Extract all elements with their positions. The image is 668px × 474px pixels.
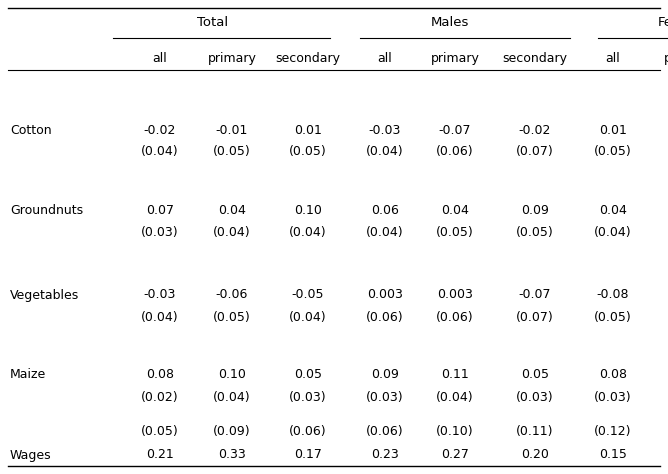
Text: -0.02: -0.02 bbox=[144, 124, 176, 137]
Text: 0.07: 0.07 bbox=[146, 203, 174, 217]
Text: (0.05): (0.05) bbox=[289, 146, 327, 158]
Text: (0.05): (0.05) bbox=[594, 310, 632, 323]
Text: 0.09: 0.09 bbox=[371, 368, 399, 382]
Text: (0.05): (0.05) bbox=[516, 226, 554, 238]
Text: secondary: secondary bbox=[502, 52, 568, 64]
Text: all: all bbox=[606, 52, 621, 64]
Text: (0.03): (0.03) bbox=[516, 391, 554, 403]
Text: -0.03: -0.03 bbox=[369, 124, 401, 137]
Text: (0.04): (0.04) bbox=[141, 146, 179, 158]
Text: (0.11): (0.11) bbox=[516, 426, 554, 438]
Text: 0.23: 0.23 bbox=[371, 448, 399, 462]
Text: (0.07): (0.07) bbox=[516, 146, 554, 158]
Text: Groundnuts: Groundnuts bbox=[10, 203, 83, 217]
Text: -0.03: -0.03 bbox=[144, 289, 176, 301]
Text: (0.04): (0.04) bbox=[289, 226, 327, 238]
Text: 0.04: 0.04 bbox=[599, 203, 627, 217]
Text: 0.08: 0.08 bbox=[599, 368, 627, 382]
Text: all: all bbox=[152, 52, 168, 64]
Text: Males: Males bbox=[431, 16, 469, 28]
Text: (0.04): (0.04) bbox=[213, 226, 250, 238]
Text: Females: Females bbox=[657, 16, 668, 28]
Text: (0.05): (0.05) bbox=[594, 146, 632, 158]
Text: Cotton: Cotton bbox=[10, 124, 51, 137]
Text: -0.07: -0.07 bbox=[439, 124, 471, 137]
Text: (0.04): (0.04) bbox=[213, 391, 250, 403]
Text: 0.17: 0.17 bbox=[294, 448, 322, 462]
Text: (0.02): (0.02) bbox=[141, 391, 179, 403]
Text: (0.03): (0.03) bbox=[366, 391, 404, 403]
Text: Vegetables: Vegetables bbox=[10, 289, 79, 301]
Text: primary: primary bbox=[663, 52, 668, 64]
Text: primary: primary bbox=[208, 52, 257, 64]
Text: (0.04): (0.04) bbox=[366, 146, 404, 158]
Text: 0.04: 0.04 bbox=[441, 203, 469, 217]
Text: -0.02: -0.02 bbox=[519, 124, 551, 137]
Text: (0.12): (0.12) bbox=[595, 426, 632, 438]
Text: (0.04): (0.04) bbox=[595, 226, 632, 238]
Text: (0.06): (0.06) bbox=[289, 426, 327, 438]
Text: (0.10): (0.10) bbox=[436, 426, 474, 438]
Text: (0.05): (0.05) bbox=[436, 226, 474, 238]
Text: -0.07: -0.07 bbox=[519, 289, 551, 301]
Text: 0.003: 0.003 bbox=[367, 289, 403, 301]
Text: 0.04: 0.04 bbox=[218, 203, 246, 217]
Text: 0.08: 0.08 bbox=[146, 368, 174, 382]
Text: 0.10: 0.10 bbox=[218, 368, 246, 382]
Text: (0.06): (0.06) bbox=[366, 310, 404, 323]
Text: -0.08: -0.08 bbox=[597, 289, 629, 301]
Text: Maize: Maize bbox=[10, 368, 46, 382]
Text: (0.03): (0.03) bbox=[289, 391, 327, 403]
Text: (0.06): (0.06) bbox=[436, 310, 474, 323]
Text: (0.04): (0.04) bbox=[289, 310, 327, 323]
Text: (0.05): (0.05) bbox=[141, 426, 179, 438]
Text: 0.06: 0.06 bbox=[371, 203, 399, 217]
Text: all: all bbox=[377, 52, 392, 64]
Text: 0.01: 0.01 bbox=[599, 124, 627, 137]
Text: (0.06): (0.06) bbox=[436, 146, 474, 158]
Text: 0.11: 0.11 bbox=[441, 368, 469, 382]
Text: 0.20: 0.20 bbox=[521, 448, 549, 462]
Text: 0.05: 0.05 bbox=[294, 368, 322, 382]
Text: (0.04): (0.04) bbox=[141, 310, 179, 323]
Text: 0.33: 0.33 bbox=[218, 448, 246, 462]
Text: (0.04): (0.04) bbox=[436, 391, 474, 403]
Text: (0.06): (0.06) bbox=[366, 426, 404, 438]
Text: 0.10: 0.10 bbox=[294, 203, 322, 217]
Text: secondary: secondary bbox=[275, 52, 341, 64]
Text: 0.15: 0.15 bbox=[599, 448, 627, 462]
Text: primary: primary bbox=[431, 52, 480, 64]
Text: (0.09): (0.09) bbox=[213, 426, 250, 438]
Text: (0.05): (0.05) bbox=[213, 310, 251, 323]
Text: 0.01: 0.01 bbox=[294, 124, 322, 137]
Text: 0.27: 0.27 bbox=[441, 448, 469, 462]
Text: Total: Total bbox=[198, 16, 228, 28]
Text: 0.05: 0.05 bbox=[521, 368, 549, 382]
Text: (0.07): (0.07) bbox=[516, 310, 554, 323]
Text: 0.09: 0.09 bbox=[521, 203, 549, 217]
Text: -0.05: -0.05 bbox=[292, 289, 324, 301]
Text: -0.06: -0.06 bbox=[216, 289, 248, 301]
Text: (0.04): (0.04) bbox=[366, 226, 404, 238]
Text: (0.03): (0.03) bbox=[595, 391, 632, 403]
Text: (0.05): (0.05) bbox=[213, 146, 251, 158]
Text: Wages: Wages bbox=[10, 448, 51, 462]
Text: 0.21: 0.21 bbox=[146, 448, 174, 462]
Text: 0.003: 0.003 bbox=[437, 289, 473, 301]
Text: -0.01: -0.01 bbox=[216, 124, 248, 137]
Text: (0.03): (0.03) bbox=[141, 226, 179, 238]
